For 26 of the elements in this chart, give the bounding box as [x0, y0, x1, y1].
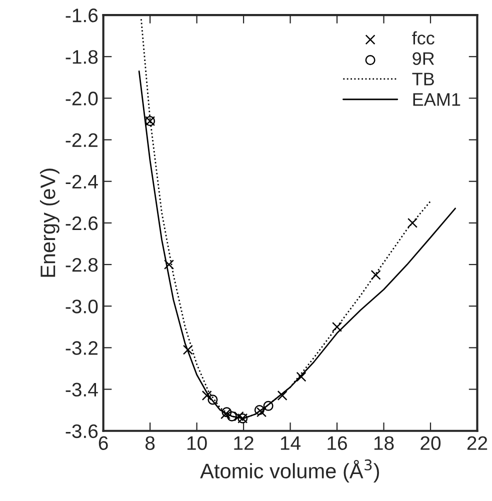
y-tick-label: -3.2 — [66, 341, 98, 355]
legend-label: EAM1 — [413, 93, 460, 106]
y-tick-label: -2.0 — [66, 92, 98, 106]
x-tick-label: 14 — [280, 436, 301, 450]
legend-label: 9R — [412, 52, 434, 65]
y-tick-label: -1.8 — [66, 50, 98, 64]
y-tick-label: -2.6 — [66, 216, 98, 230]
y-tick-label: -2.8 — [66, 258, 98, 272]
y-tick-label: -2.2 — [66, 133, 98, 147]
x-tick-label: 22 — [467, 436, 488, 450]
y-axis-title: Energy (eV) — [40, 168, 60, 277]
x-tick-label: 6 — [98, 436, 108, 450]
y-tick-label: -3.4 — [66, 382, 98, 397]
x-tick-label: 10 — [187, 436, 207, 450]
legend-label: TB — [412, 72, 434, 86]
legend-label: fcc — [412, 31, 434, 45]
y-tick-label: -1.6 — [66, 8, 98, 22]
x-tick-label: 16 — [328, 436, 347, 450]
x-axis-title: Atomic volume (Å$^{3}$) — [200, 459, 379, 483]
x-tick-label: 12 — [234, 436, 254, 450]
x-tick-label: 18 — [374, 436, 394, 450]
y-tick-label: -3.0 — [66, 300, 98, 314]
y-tick-label: -3.6 — [66, 424, 98, 438]
x-tick-label: 20 — [420, 436, 441, 450]
x-tick-label: 8 — [146, 436, 155, 450]
y-tick-label: -2.4 — [66, 174, 98, 188]
